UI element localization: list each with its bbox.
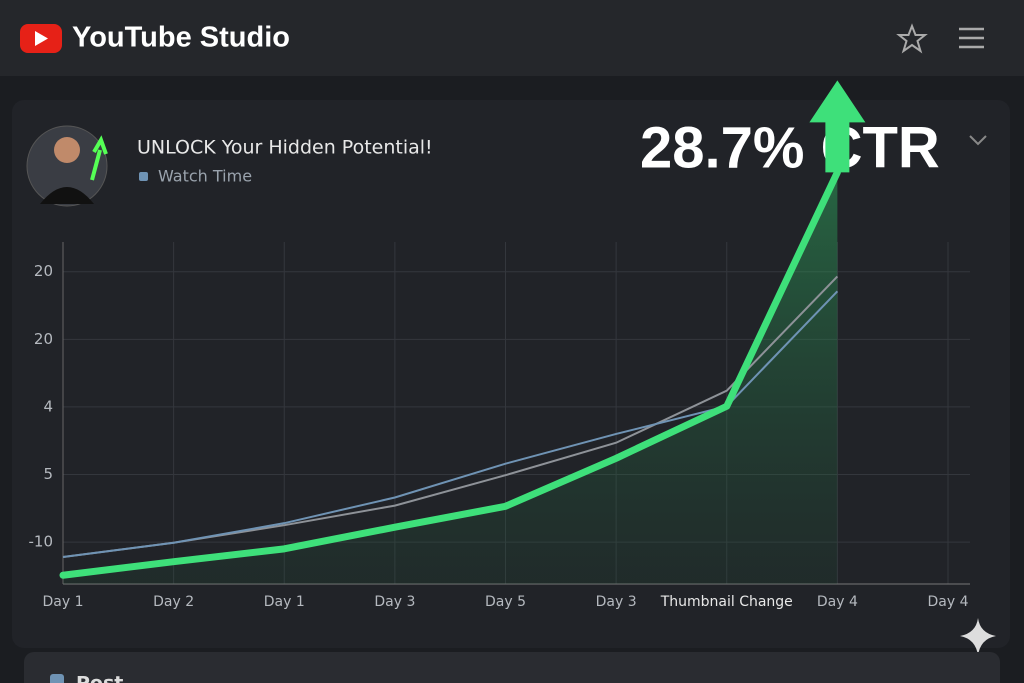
legend-label: Watch Time xyxy=(158,167,252,186)
plot: -10 5 4 20 20 Day 1 Day 2 Day 1 Day 3 Day 5 Day 3 T… xyxy=(29,168,970,610)
y-tick-label: 4 xyxy=(43,397,53,415)
dropdown[interactable] xyxy=(969,135,987,146)
ctr-headline: 28.7% CTR xyxy=(640,115,940,180)
y-tick-label: -10 xyxy=(29,533,54,551)
y-tick-label: 5 xyxy=(43,465,53,483)
next-card-title: Post xyxy=(76,673,123,683)
app-name: YouTube Studio xyxy=(72,22,290,54)
legend-swatch xyxy=(139,172,148,181)
next-card-icon xyxy=(50,674,64,683)
x-tick-label: Day 2 xyxy=(153,594,194,610)
x-tick-label: Day 3 xyxy=(596,594,637,610)
sparkle-button[interactable] xyxy=(960,618,996,656)
x-tick-label: Day 1 xyxy=(264,594,305,610)
x-tick-label: Day 5 xyxy=(485,594,526,610)
x-tick-label: Day 4 xyxy=(927,594,968,610)
x-tick-label: Day 1 xyxy=(42,594,83,610)
video-title: UNLOCK Your Hidden Potential! xyxy=(137,137,433,159)
thumbnail-arrow xyxy=(90,135,108,181)
series-line xyxy=(62,290,839,558)
menu-button[interactable] xyxy=(959,27,984,49)
trend-arrow xyxy=(809,80,866,173)
thumbnail[interactable] xyxy=(26,125,108,207)
x-tick-label: Day 4 xyxy=(817,594,858,610)
thumbnail-face xyxy=(54,137,80,163)
x-tick-label: Day 3 xyxy=(374,594,415,610)
header xyxy=(0,0,1024,76)
series-line xyxy=(59,168,841,579)
star-button[interactable] xyxy=(896,23,928,54)
next-card xyxy=(24,652,1000,683)
x-tick-label: Thumbnail Change xyxy=(660,594,793,610)
y-tick-label: 20 xyxy=(34,262,53,280)
logo-play xyxy=(35,31,48,46)
area-fill xyxy=(63,172,838,584)
y-tick-label: 20 xyxy=(34,330,53,348)
thumbnail-body xyxy=(40,187,94,204)
